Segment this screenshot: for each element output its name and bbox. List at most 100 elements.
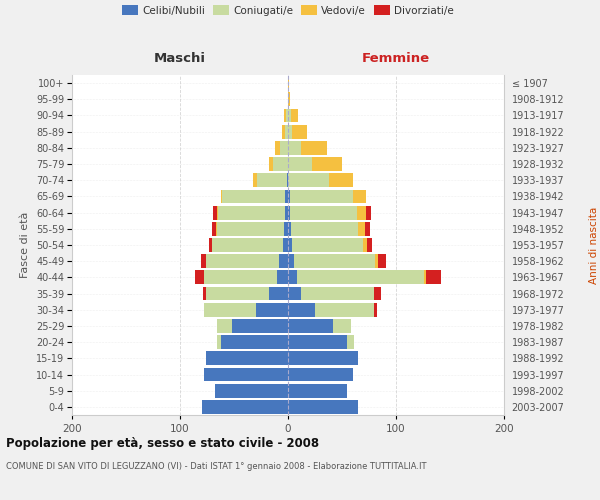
Bar <box>362 238 367 252</box>
Bar <box>285 125 288 138</box>
Bar <box>424 270 426 284</box>
Bar <box>353 190 366 203</box>
Bar <box>288 384 347 398</box>
Bar <box>206 254 280 268</box>
Bar <box>315 303 374 316</box>
Bar <box>273 157 288 171</box>
Bar <box>347 336 354 349</box>
Bar <box>334 319 350 333</box>
Bar <box>288 174 329 187</box>
Bar <box>367 238 372 252</box>
Bar <box>206 286 269 300</box>
Bar <box>275 141 280 154</box>
Legend: Celibi/Nubili, Coniugati/e, Vedovi/e, Divorziati/e: Celibi/Nubili, Coniugati/e, Vedovi/e, Di… <box>122 6 454 16</box>
Bar <box>288 108 291 122</box>
Bar <box>217 222 284 235</box>
Bar <box>374 303 377 316</box>
Bar <box>295 254 376 268</box>
Bar <box>287 174 288 187</box>
Bar <box>257 174 287 187</box>
Bar <box>277 270 288 284</box>
Bar <box>288 222 291 235</box>
Bar <box>301 286 374 300</box>
Bar <box>292 238 362 252</box>
Bar <box>296 270 424 284</box>
Bar <box>288 303 315 316</box>
Bar <box>217 319 232 333</box>
Bar <box>288 336 347 349</box>
Bar <box>256 303 288 316</box>
Bar <box>204 368 288 382</box>
Bar <box>209 238 212 252</box>
Bar <box>288 141 301 154</box>
Bar <box>285 190 288 203</box>
Bar <box>312 157 342 171</box>
Bar <box>288 286 301 300</box>
Bar <box>377 254 386 268</box>
Bar <box>280 254 288 268</box>
Bar <box>301 141 327 154</box>
Bar <box>358 222 365 235</box>
Bar <box>290 190 353 203</box>
Bar <box>329 174 353 187</box>
Bar <box>253 174 257 187</box>
Bar <box>269 286 288 300</box>
Bar <box>221 190 222 203</box>
Bar <box>288 190 290 203</box>
Bar <box>288 76 289 90</box>
Bar <box>366 206 371 220</box>
Bar <box>202 400 288 414</box>
Bar <box>200 254 206 268</box>
Bar <box>195 270 204 284</box>
Bar <box>284 108 286 122</box>
Bar <box>286 108 288 122</box>
Bar <box>374 286 381 300</box>
Bar <box>357 206 366 220</box>
Bar <box>212 222 215 235</box>
Text: Anni di nascita: Anni di nascita <box>589 206 599 284</box>
Bar <box>288 400 358 414</box>
Bar <box>376 254 377 268</box>
Text: Maschi: Maschi <box>154 52 206 66</box>
Bar <box>217 206 218 220</box>
Bar <box>221 336 288 349</box>
Bar <box>291 222 358 235</box>
Bar <box>288 157 312 171</box>
Bar <box>284 222 288 235</box>
Bar <box>217 336 221 349</box>
Bar <box>280 141 288 154</box>
Bar <box>288 206 290 220</box>
Bar <box>212 238 283 252</box>
Bar <box>281 125 285 138</box>
Bar <box>288 352 358 365</box>
Bar <box>232 319 288 333</box>
Bar <box>288 319 334 333</box>
Bar <box>215 222 217 235</box>
Bar <box>291 108 298 122</box>
Bar <box>214 206 217 220</box>
Bar <box>285 206 288 220</box>
Bar <box>288 125 292 138</box>
Bar <box>222 190 285 203</box>
Text: COMUNE DI SAN VITO DI LEGUZZANO (VI) - Dati ISTAT 1° gennaio 2008 - Elaborazione: COMUNE DI SAN VITO DI LEGUZZANO (VI) - D… <box>6 462 427 471</box>
Bar <box>203 286 206 300</box>
Bar <box>215 384 288 398</box>
Bar <box>288 238 292 252</box>
Text: Femmine: Femmine <box>362 52 430 66</box>
Bar <box>292 125 307 138</box>
Bar <box>365 222 370 235</box>
Bar <box>204 270 277 284</box>
Bar <box>288 368 353 382</box>
Text: Popolazione per età, sesso e stato civile - 2008: Popolazione per età, sesso e stato civil… <box>6 438 319 450</box>
Bar <box>290 206 357 220</box>
Bar <box>288 270 296 284</box>
Bar <box>218 206 285 220</box>
Bar <box>288 92 290 106</box>
Bar <box>206 352 288 365</box>
Y-axis label: Fasce di età: Fasce di età <box>20 212 31 278</box>
Bar <box>288 254 295 268</box>
Bar <box>283 238 288 252</box>
Bar <box>204 303 256 316</box>
Bar <box>269 157 273 171</box>
Bar <box>426 270 442 284</box>
